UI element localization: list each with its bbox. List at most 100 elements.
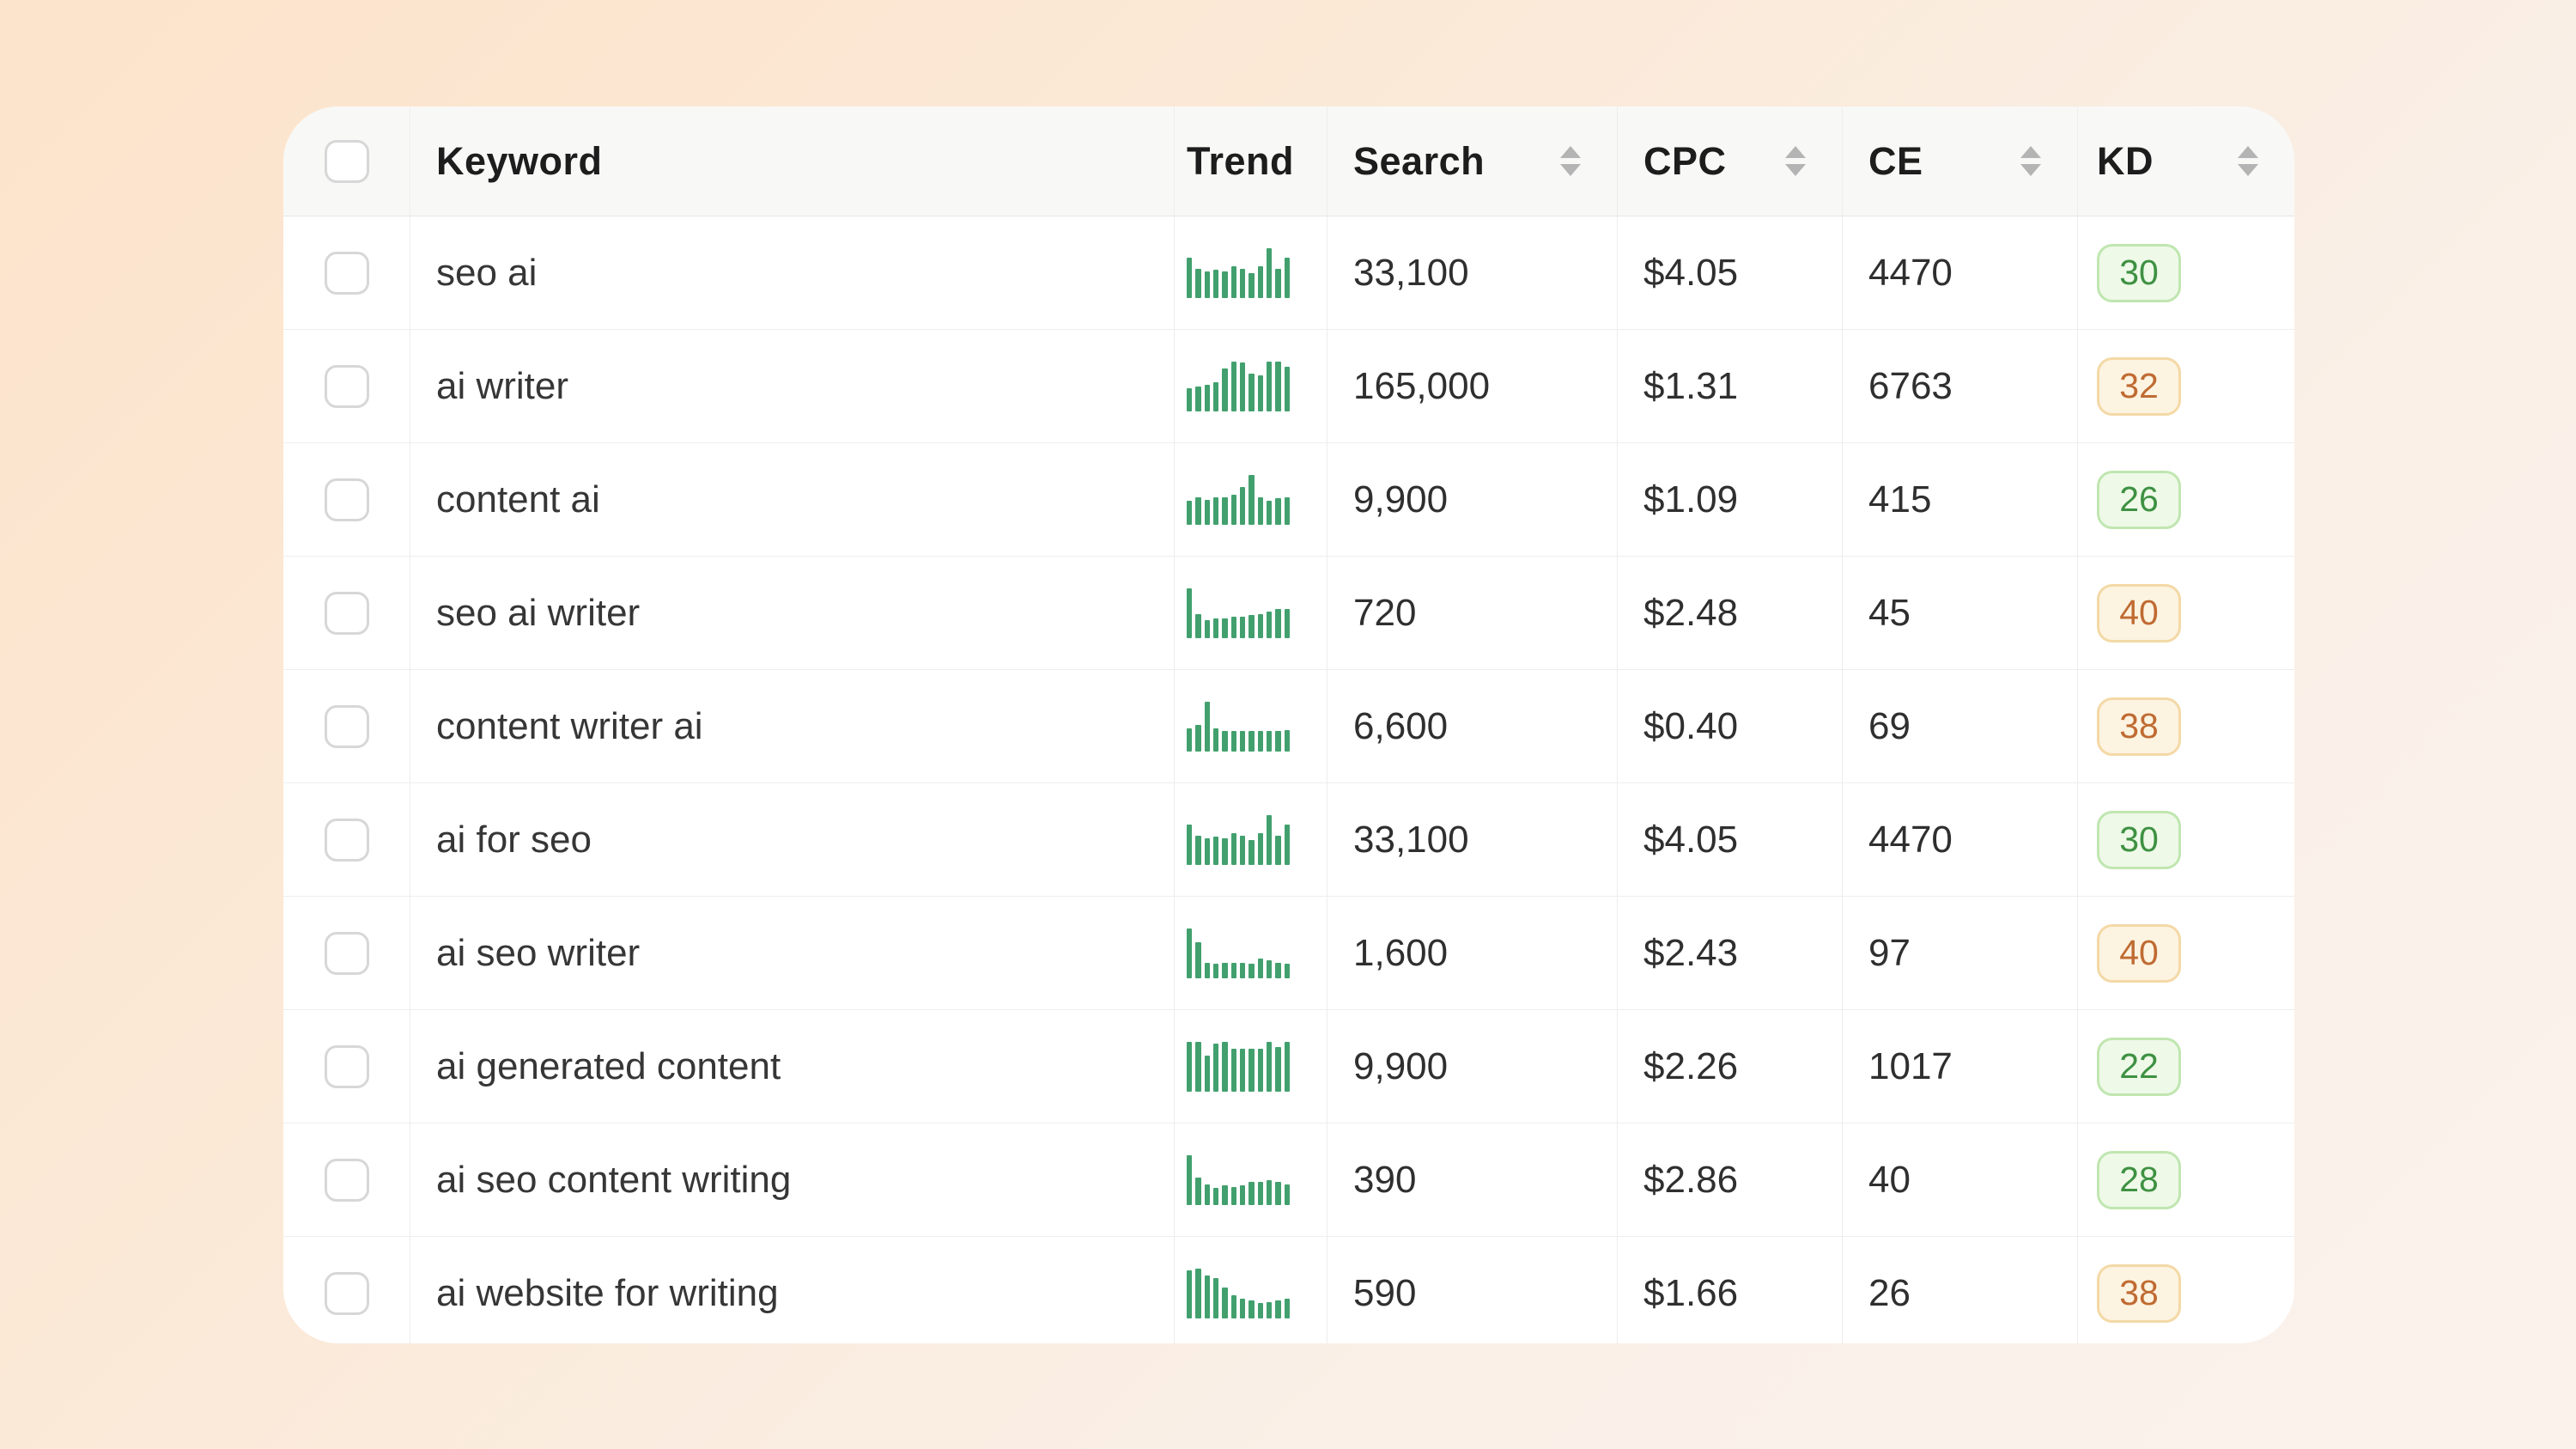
kd-badge: 26 (2097, 470, 2181, 529)
row-select-cell (283, 216, 410, 329)
row-trend-cell (1175, 783, 1327, 896)
row-cpc-cell: $4.05 (1618, 216, 1843, 329)
keyword-label: seo ai (436, 251, 538, 294)
row-select-cell (283, 670, 410, 782)
ce-value: 45 (1868, 591, 1911, 634)
row-kd-cell: 32 (2078, 330, 2294, 442)
row-search-cell: 590 (1327, 1237, 1618, 1343)
row-checkbox[interactable] (324, 704, 369, 748)
table-row[interactable]: seo ai writer 720 $2.48 45 40 (283, 557, 2294, 670)
ce-value: 4470 (1868, 818, 1953, 861)
sort-arrows-icon[interactable] (1785, 146, 1806, 176)
row-checkbox[interactable] (324, 1158, 369, 1202)
row-checkbox[interactable] (324, 364, 369, 408)
row-search-cell: 390 (1327, 1123, 1618, 1236)
row-ce-cell: 97 (1843, 897, 2078, 1009)
row-kd-cell: 30 (2078, 216, 2294, 329)
row-keyword-cell: ai for seo (410, 783, 1175, 896)
search-volume-value: 6,600 (1353, 704, 1449, 747)
header-kd[interactable]: KD (2078, 107, 2294, 216)
keyword-label: ai seo content writing (436, 1158, 792, 1201)
row-cpc-cell: $1.31 (1618, 330, 1843, 442)
row-kd-cell: 26 (2078, 443, 2294, 556)
ce-value: 26 (1868, 1271, 1911, 1314)
row-search-cell: 720 (1327, 557, 1618, 669)
row-checkbox[interactable] (324, 251, 369, 295)
kd-badge: 30 (2097, 243, 2181, 302)
row-checkbox[interactable] (324, 591, 369, 635)
row-trend-cell (1175, 330, 1327, 442)
ce-value: 1017 (1868, 1044, 1953, 1087)
trend-sparkline-chart (1187, 588, 1290, 638)
cpc-value: $2.43 (1643, 931, 1739, 974)
sort-arrows-icon[interactable] (2020, 146, 2041, 176)
row-ce-cell: 4470 (1843, 783, 2078, 896)
sort-arrows-icon[interactable] (2238, 146, 2258, 176)
trend-sparkline-chart (1187, 247, 1290, 298)
search-volume-value: 9,900 (1353, 478, 1449, 521)
sort-arrows-icon[interactable] (1560, 146, 1581, 176)
cpc-value: $2.26 (1643, 1044, 1739, 1087)
select-all-checkbox[interactable] (324, 139, 369, 183)
row-keyword-cell: ai website for writing (410, 1237, 1175, 1343)
cpc-column-label: CPC (1643, 138, 1727, 183)
row-checkbox[interactable] (324, 478, 369, 521)
header-cpc[interactable]: CPC (1618, 107, 1843, 216)
kd-badge: 40 (2097, 923, 2181, 983)
search-volume-value: 1,600 (1353, 931, 1449, 974)
row-search-cell: 1,600 (1327, 897, 1618, 1009)
search-volume-value: 720 (1353, 591, 1417, 634)
row-keyword-cell: seo ai (410, 216, 1175, 329)
row-kd-cell: 30 (2078, 783, 2294, 896)
kd-badge: 38 (2097, 1263, 2181, 1323)
row-checkbox[interactable] (324, 931, 369, 975)
row-kd-cell: 40 (2078, 897, 2294, 1009)
table-row[interactable]: ai writer 165,000 $1.31 6763 32 (283, 330, 2294, 443)
ce-value: 40 (1868, 1158, 1911, 1201)
row-ce-cell: 1017 (1843, 1010, 2078, 1123)
kd-badge: 38 (2097, 697, 2181, 756)
row-ce-cell: 415 (1843, 443, 2078, 556)
table-header-row: Keyword Trend Search CPC CE KD (283, 107, 2294, 216)
table-row[interactable]: content writer ai 6,600 $0.40 69 38 (283, 670, 2294, 783)
search-volume-value: 590 (1353, 1271, 1417, 1314)
header-ce[interactable]: CE (1843, 107, 2078, 216)
ce-value: 4470 (1868, 251, 1953, 294)
cpc-value: $4.05 (1643, 251, 1739, 294)
row-ce-cell: 45 (1843, 557, 2078, 669)
table-row[interactable]: ai generated content 9,900 $2.26 1017 22 (283, 1010, 2294, 1123)
search-volume-value: 165,000 (1353, 364, 1491, 407)
row-ce-cell: 4470 (1843, 216, 2078, 329)
table-row[interactable]: ai website for writing 590 $1.66 26 38 (283, 1237, 2294, 1343)
table-row[interactable]: ai seo content writing 390 $2.86 40 28 (283, 1123, 2294, 1237)
ce-value: 97 (1868, 931, 1911, 974)
table-row[interactable]: ai seo writer 1,600 $2.43 97 40 (283, 897, 2294, 1010)
row-trend-cell (1175, 897, 1327, 1009)
table-row[interactable]: content ai 9,900 $1.09 415 26 (283, 443, 2294, 557)
kd-badge: 32 (2097, 356, 2181, 416)
search-volume-value: 390 (1353, 1158, 1417, 1201)
row-trend-cell (1175, 557, 1327, 669)
keyword-label: content writer ai (436, 704, 703, 747)
table-row[interactable]: ai for seo 33,100 $4.05 4470 30 (283, 783, 2294, 897)
trend-sparkline-chart (1187, 701, 1290, 752)
row-checkbox[interactable] (324, 818, 369, 861)
kd-badge: 30 (2097, 810, 2181, 869)
row-checkbox[interactable] (324, 1271, 369, 1315)
row-cpc-cell: $1.66 (1618, 1237, 1843, 1343)
row-checkbox[interactable] (324, 1044, 369, 1088)
row-trend-cell (1175, 1123, 1327, 1236)
search-volume-value: 33,100 (1353, 251, 1469, 294)
row-cpc-cell: $4.05 (1618, 783, 1843, 896)
row-trend-cell (1175, 443, 1327, 556)
keyword-column-label: Keyword (436, 138, 603, 183)
row-kd-cell: 22 (2078, 1010, 2294, 1123)
trend-sparkline-chart (1187, 814, 1290, 865)
row-ce-cell: 26 (1843, 1237, 2078, 1343)
trend-sparkline-chart (1187, 361, 1290, 411)
table-row[interactable]: seo ai 33,100 $4.05 4470 30 (283, 216, 2294, 330)
row-select-cell (283, 443, 410, 556)
row-keyword-cell: ai writer (410, 330, 1175, 442)
header-search[interactable]: Search (1327, 107, 1618, 216)
